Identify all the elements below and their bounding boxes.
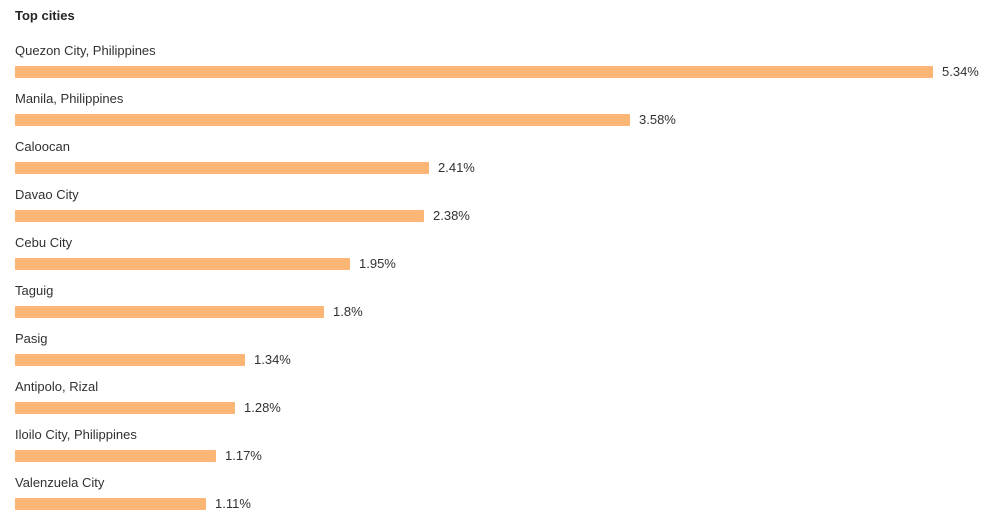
bar-list: Quezon City, Philippines 5.34% Manila, Phi…	[15, 42, 985, 522]
city-row[interactable]: Valenzuela City 1.11%	[15, 474, 985, 522]
city-bar[interactable]	[15, 354, 245, 366]
city-bar[interactable]	[15, 114, 630, 126]
value-label: 2.38%	[433, 208, 470, 223]
city-label: Quezon City, Philippines	[15, 43, 156, 58]
city-row[interactable]: Taguig 1.8%	[15, 282, 985, 330]
city-label: Antipolo, Rizal	[15, 379, 99, 394]
city-row[interactable]: Davao City 2.38%	[15, 186, 985, 234]
value-label: 1.17%	[225, 448, 262, 463]
city-bar[interactable]	[15, 306, 324, 318]
city-label: Valenzuela City	[15, 475, 105, 490]
value-label: 1.28%	[244, 400, 281, 415]
city-label: Caloocan	[15, 139, 70, 154]
city-row[interactable]: Manila, Philippines 3.58%	[15, 90, 985, 138]
city-label: Taguig	[15, 283, 54, 298]
city-bar[interactable]	[15, 450, 216, 462]
city-label: Pasig	[15, 331, 48, 346]
value-label: 1.11%	[215, 496, 251, 511]
city-row[interactable]: Quezon City, Philippines 5.34%	[15, 42, 985, 90]
city-row[interactable]: Antipolo, Rizal 1.28%	[15, 378, 985, 426]
city-row[interactable]: Caloocan 2.41%	[15, 138, 985, 186]
value-label: 1.34%	[254, 352, 291, 367]
city-row[interactable]: Pasig 1.34%	[15, 330, 985, 378]
value-label: 1.95%	[359, 256, 396, 271]
chart-title: Top cities	[15, 8, 75, 23]
city-row[interactable]: Iloilo City, Philippines 1.17%	[15, 426, 985, 474]
city-label: Davao City	[15, 187, 79, 202]
city-bar[interactable]	[15, 498, 206, 510]
value-label: 5.34%	[942, 64, 979, 79]
city-label: Manila, Philippines	[15, 91, 124, 106]
city-label: Iloilo City, Philippines	[15, 427, 137, 442]
city-bar[interactable]	[15, 66, 933, 78]
value-label: 3.58%	[639, 112, 676, 127]
city-row[interactable]: Cebu City 1.95%	[15, 234, 985, 282]
city-bar[interactable]	[15, 258, 350, 270]
value-label: 1.8%	[333, 304, 363, 319]
value-label: 2.41%	[438, 160, 475, 175]
city-bar[interactable]	[15, 162, 429, 174]
city-label: Cebu City	[15, 235, 73, 250]
city-bar[interactable]	[15, 402, 235, 414]
city-bar[interactable]	[15, 210, 424, 222]
